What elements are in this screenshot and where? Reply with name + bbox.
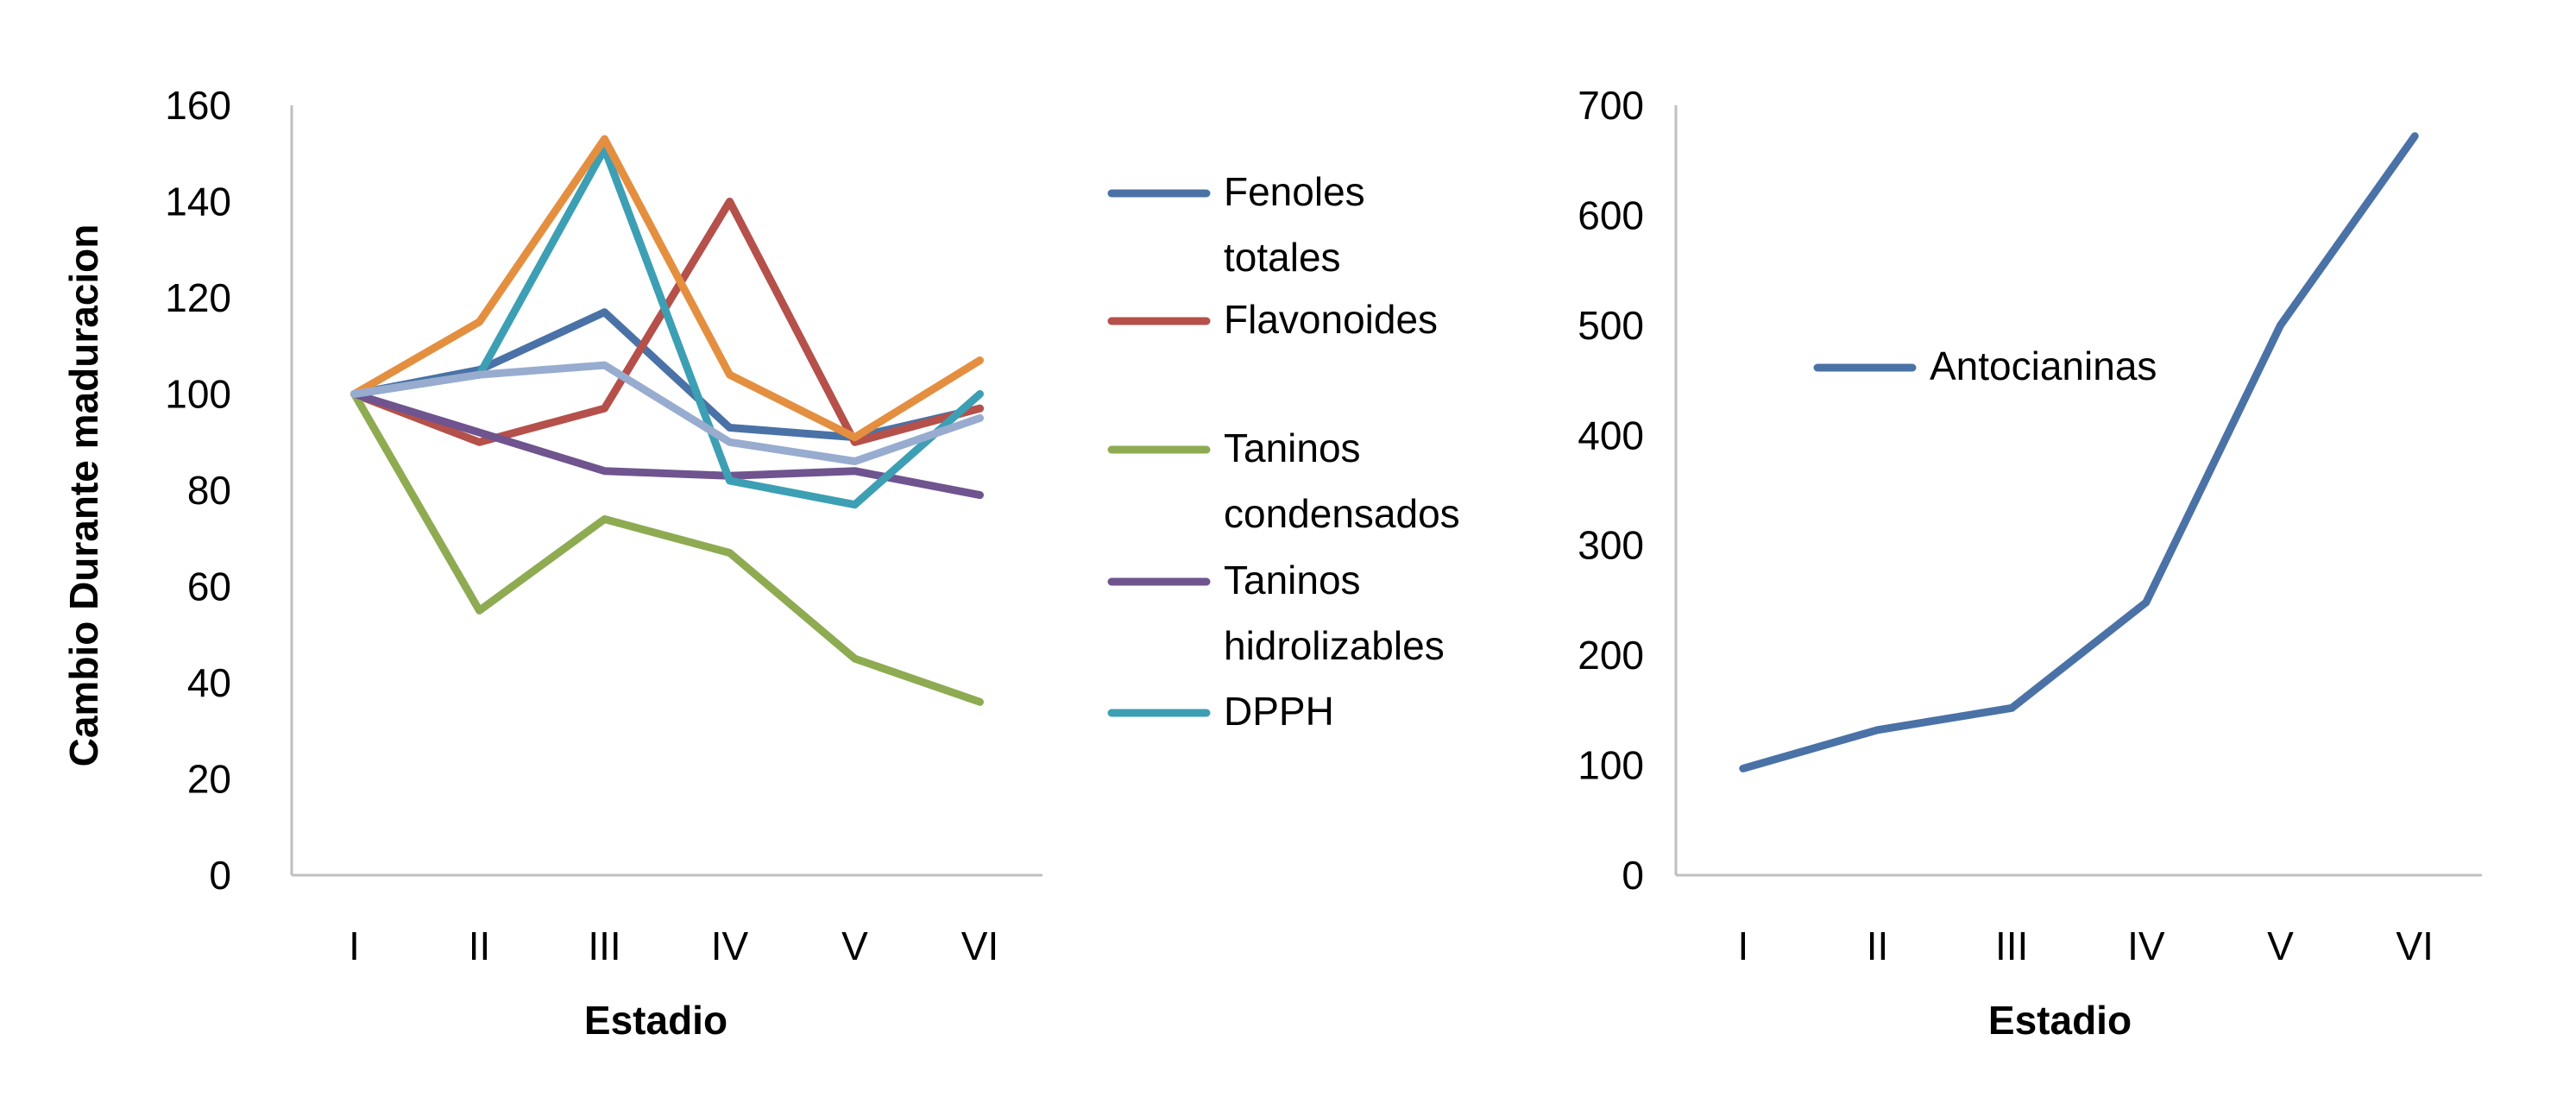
right-x-tick-label: I bbox=[1737, 924, 1748, 968]
right-legend-label: Antocianinas bbox=[1930, 344, 2157, 388]
left-x-tick-label: I bbox=[349, 924, 360, 968]
left-y-tick-label: 80 bbox=[187, 468, 231, 513]
left-series-5-point bbox=[604, 148, 605, 149]
left-series-6-point bbox=[604, 138, 605, 140]
left-x-tick-label: V bbox=[841, 924, 868, 968]
left-x-tick-label: VI bbox=[961, 924, 998, 968]
left-series-6-point bbox=[854, 437, 855, 438]
left-y-tick-label: 120 bbox=[165, 275, 231, 320]
left-series-7-point bbox=[604, 364, 605, 366]
right-y-tick-label: 200 bbox=[1578, 633, 1644, 678]
right-y-tick-label: 100 bbox=[1578, 743, 1644, 788]
left-series-line-4 bbox=[350, 390, 984, 500]
left-legend-label: Taninos bbox=[1224, 426, 1361, 470]
left-x-tick-label: II bbox=[469, 924, 491, 968]
left-x-tick-label: IV bbox=[711, 924, 749, 968]
left-legend-label: hidrolizables bbox=[1224, 623, 1445, 668]
left-line-chart: Cambio Durante maduracion Estadio 0 20 40 6… bbox=[61, 83, 1460, 1043]
right-x-tick-label: IV bbox=[2127, 924, 2165, 968]
left-y-tick-label: 140 bbox=[165, 180, 231, 224]
left-series-2-point bbox=[729, 201, 730, 202]
left-series-1-point bbox=[729, 427, 730, 429]
left-series-line-3 bbox=[350, 390, 984, 706]
left-y-tick-label: 0 bbox=[209, 853, 231, 898]
left-series-6-point bbox=[979, 359, 980, 361]
left-series-3-point bbox=[729, 552, 730, 553]
right-x-tick-label: III bbox=[1995, 924, 2028, 968]
left-y-tick-label: 60 bbox=[187, 564, 231, 609]
right-series-line-1 bbox=[1739, 132, 2419, 772]
right-y-tick-label: 300 bbox=[1578, 523, 1644, 568]
right-y-tick-label: 0 bbox=[1622, 853, 1644, 898]
left-x-tick-label: III bbox=[588, 924, 620, 968]
right-y-tick-label: 500 bbox=[1578, 303, 1644, 348]
left-legend-label: totales bbox=[1224, 235, 1341, 280]
left-series-6-point bbox=[479, 321, 480, 323]
left-series-4-point bbox=[604, 470, 605, 472]
left-series-line-7 bbox=[350, 361, 984, 465]
left-series-2-point bbox=[479, 441, 480, 443]
left-series-2-point bbox=[604, 407, 605, 409]
left-x-axis-title: Estadio bbox=[584, 998, 727, 1043]
left-series-3-point bbox=[604, 518, 605, 520]
left-y-tick-label: 40 bbox=[187, 660, 231, 705]
right-series-1-point bbox=[1877, 729, 1878, 731]
left-y-tick-label: 20 bbox=[187, 757, 231, 802]
left-series-7-point bbox=[729, 441, 730, 443]
left-legend-label: Flavonoides bbox=[1224, 297, 1438, 342]
left-legend-label: condensados bbox=[1224, 491, 1460, 536]
right-y-tick-label: 400 bbox=[1578, 413, 1644, 457]
left-legend-label: Fenoles bbox=[1224, 169, 1365, 214]
right-x-axis-title: Estadio bbox=[1988, 998, 2132, 1043]
left-y-tick-label: 100 bbox=[165, 372, 231, 417]
left-series-7-point bbox=[854, 461, 855, 463]
left-legend-label: Taninos bbox=[1224, 558, 1361, 602]
left-series-7-point bbox=[979, 417, 980, 419]
left-series-2-point bbox=[854, 441, 855, 443]
left-series-5-point bbox=[854, 504, 855, 506]
left-series-4-point bbox=[479, 432, 480, 433]
left-series-2-point bbox=[979, 407, 980, 409]
left-series-3-point bbox=[979, 701, 980, 703]
left-series-3-point bbox=[479, 609, 480, 611]
left-series-5-point bbox=[729, 480, 730, 482]
left-series-line-6 bbox=[350, 135, 984, 442]
left-y-tick-label: 160 bbox=[165, 83, 231, 128]
left-series-line-1 bbox=[350, 308, 984, 442]
right-series-1-point bbox=[1742, 767, 1744, 769]
right-x-tick-label: V bbox=[2267, 924, 2294, 968]
left-legend-label: DPPH bbox=[1224, 689, 1334, 734]
right-y-tick-label: 600 bbox=[1578, 192, 1644, 237]
left-y-axis-title: Cambio Durante maduracion bbox=[61, 224, 106, 767]
right-x-tick-label: VI bbox=[2396, 924, 2433, 968]
left-series-4-point bbox=[854, 470, 855, 472]
right-y-tick-label: 700 bbox=[1578, 83, 1644, 128]
right-x-tick-label: II bbox=[1867, 924, 1889, 968]
